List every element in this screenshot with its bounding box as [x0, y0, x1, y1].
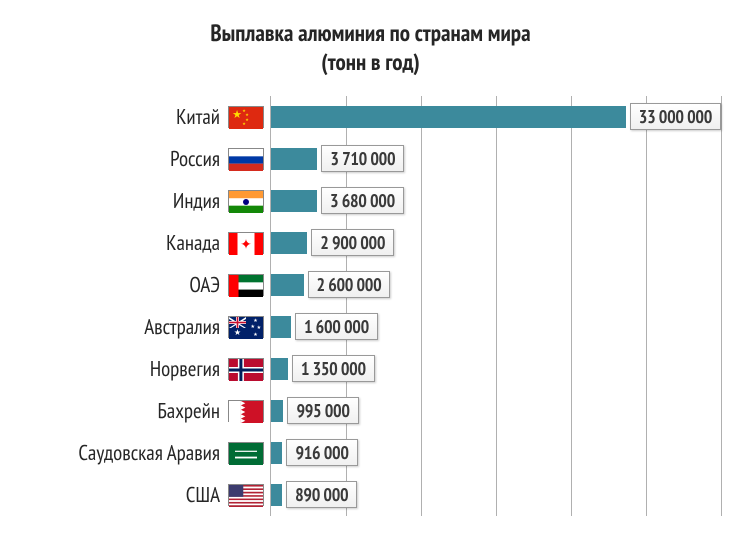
svg-text:★: ★: [234, 328, 241, 338]
label-row: ОАЭ: [20, 264, 270, 306]
bar-row: 1 600 000: [271, 306, 721, 348]
label-row: Индия: [20, 180, 270, 222]
bars-area: 33 000 000 3 710 000 3 680 000 2 900 000 2 6…: [270, 96, 721, 516]
flag-bh-icon: [228, 400, 264, 422]
gridline: [721, 96, 722, 516]
bar-row: 2 600 000: [271, 264, 721, 306]
flag-cn-icon: ★★★★★: [228, 106, 264, 128]
chart-title: Выплавка алюминия по странам мира (тонн …: [20, 20, 721, 78]
bars: 33 000 000 3 710 000 3 680 000 2 900 000 2 6…: [271, 96, 721, 516]
bar-row: 1 350 000: [271, 348, 721, 390]
country-name: Норвегия: [20, 355, 228, 382]
value-label: 1 350 000: [292, 355, 375, 382]
value-label: 2 600 000: [308, 271, 391, 298]
bar-row: 995 000: [271, 390, 721, 432]
bar: [271, 190, 317, 212]
bar-row: 890 000: [271, 474, 721, 516]
label-row: Бахрейн: [20, 390, 270, 432]
country-name: Бахрейн: [20, 397, 228, 424]
label-row: Норвегия: [20, 348, 270, 390]
value-label: 3 710 000: [321, 145, 404, 172]
title-line-2: (тонн в год): [20, 49, 721, 78]
value-label: 2 900 000: [311, 229, 394, 256]
svg-text:✦: ✦: [240, 235, 252, 253]
bar: [271, 484, 282, 506]
plot-area: Китай★★★★★РоссияИндияКанада✦ОАЭАвстралия…: [20, 96, 721, 516]
value-label: 1 600 000: [295, 313, 378, 340]
y-labels: Китай★★★★★РоссияИндияКанада✦ОАЭАвстралия…: [20, 96, 270, 516]
bar-row: 2 900 000: [271, 222, 721, 264]
bar: [271, 106, 626, 128]
flag-ae-icon: [228, 274, 264, 296]
country-name: Китай: [20, 103, 228, 130]
bar: [271, 400, 283, 422]
country-name: Россия: [20, 145, 228, 172]
flag-au-icon: ★★★★★: [228, 316, 264, 338]
value-label: 890 000: [286, 481, 357, 508]
svg-text:★: ★: [251, 324, 256, 330]
flag-sa-icon: [228, 442, 264, 464]
flag-in-icon: [228, 190, 264, 212]
label-row: Китай★★★★★: [20, 96, 270, 138]
bar: [271, 148, 317, 170]
bar-row: 33 000 000: [271, 96, 721, 138]
bar: [271, 274, 304, 296]
svg-text:★: ★: [253, 332, 258, 338]
country-name: США: [20, 481, 228, 508]
bar-row: 3 680 000: [271, 180, 721, 222]
bar: [271, 316, 291, 338]
value-label: 3 680 000: [321, 187, 404, 214]
flag-ca-icon: ✦: [228, 232, 264, 254]
bar: [271, 442, 282, 464]
label-row: Россия: [20, 138, 270, 180]
flag-ru-icon: [228, 148, 264, 170]
bar: [271, 358, 288, 380]
country-name: Австралия: [20, 313, 228, 340]
country-name: Индия: [20, 187, 228, 214]
country-name: Канада: [20, 229, 228, 256]
label-row: Австралия★★★★★: [20, 306, 270, 348]
value-label: 916 000: [286, 439, 357, 466]
svg-text:★: ★: [232, 108, 242, 122]
bar: [271, 232, 307, 254]
country-name: ОАЭ: [20, 271, 228, 298]
label-row: США: [20, 474, 270, 516]
value-label: 33 000 000: [630, 103, 721, 130]
flag-no-icon: [228, 358, 264, 380]
flag-us-icon: [228, 484, 264, 506]
aluminium-chart: Выплавка алюминия по странам мира (тонн …: [0, 0, 751, 545]
svg-text:★: ★: [245, 118, 249, 123]
label-row: Саудовская Аравия: [20, 432, 270, 474]
label-row: Канада ✦: [20, 222, 270, 264]
title-line-1: Выплавка алюминия по странам мира: [20, 20, 721, 49]
value-label: 995 000: [287, 397, 358, 424]
svg-text:★: ★: [257, 325, 262, 331]
bar-row: 3 710 000: [271, 138, 721, 180]
country-name: Саудовская Аравия: [20, 439, 228, 466]
svg-text:★: ★: [242, 122, 246, 127]
bar-row: 916 000: [271, 432, 721, 474]
